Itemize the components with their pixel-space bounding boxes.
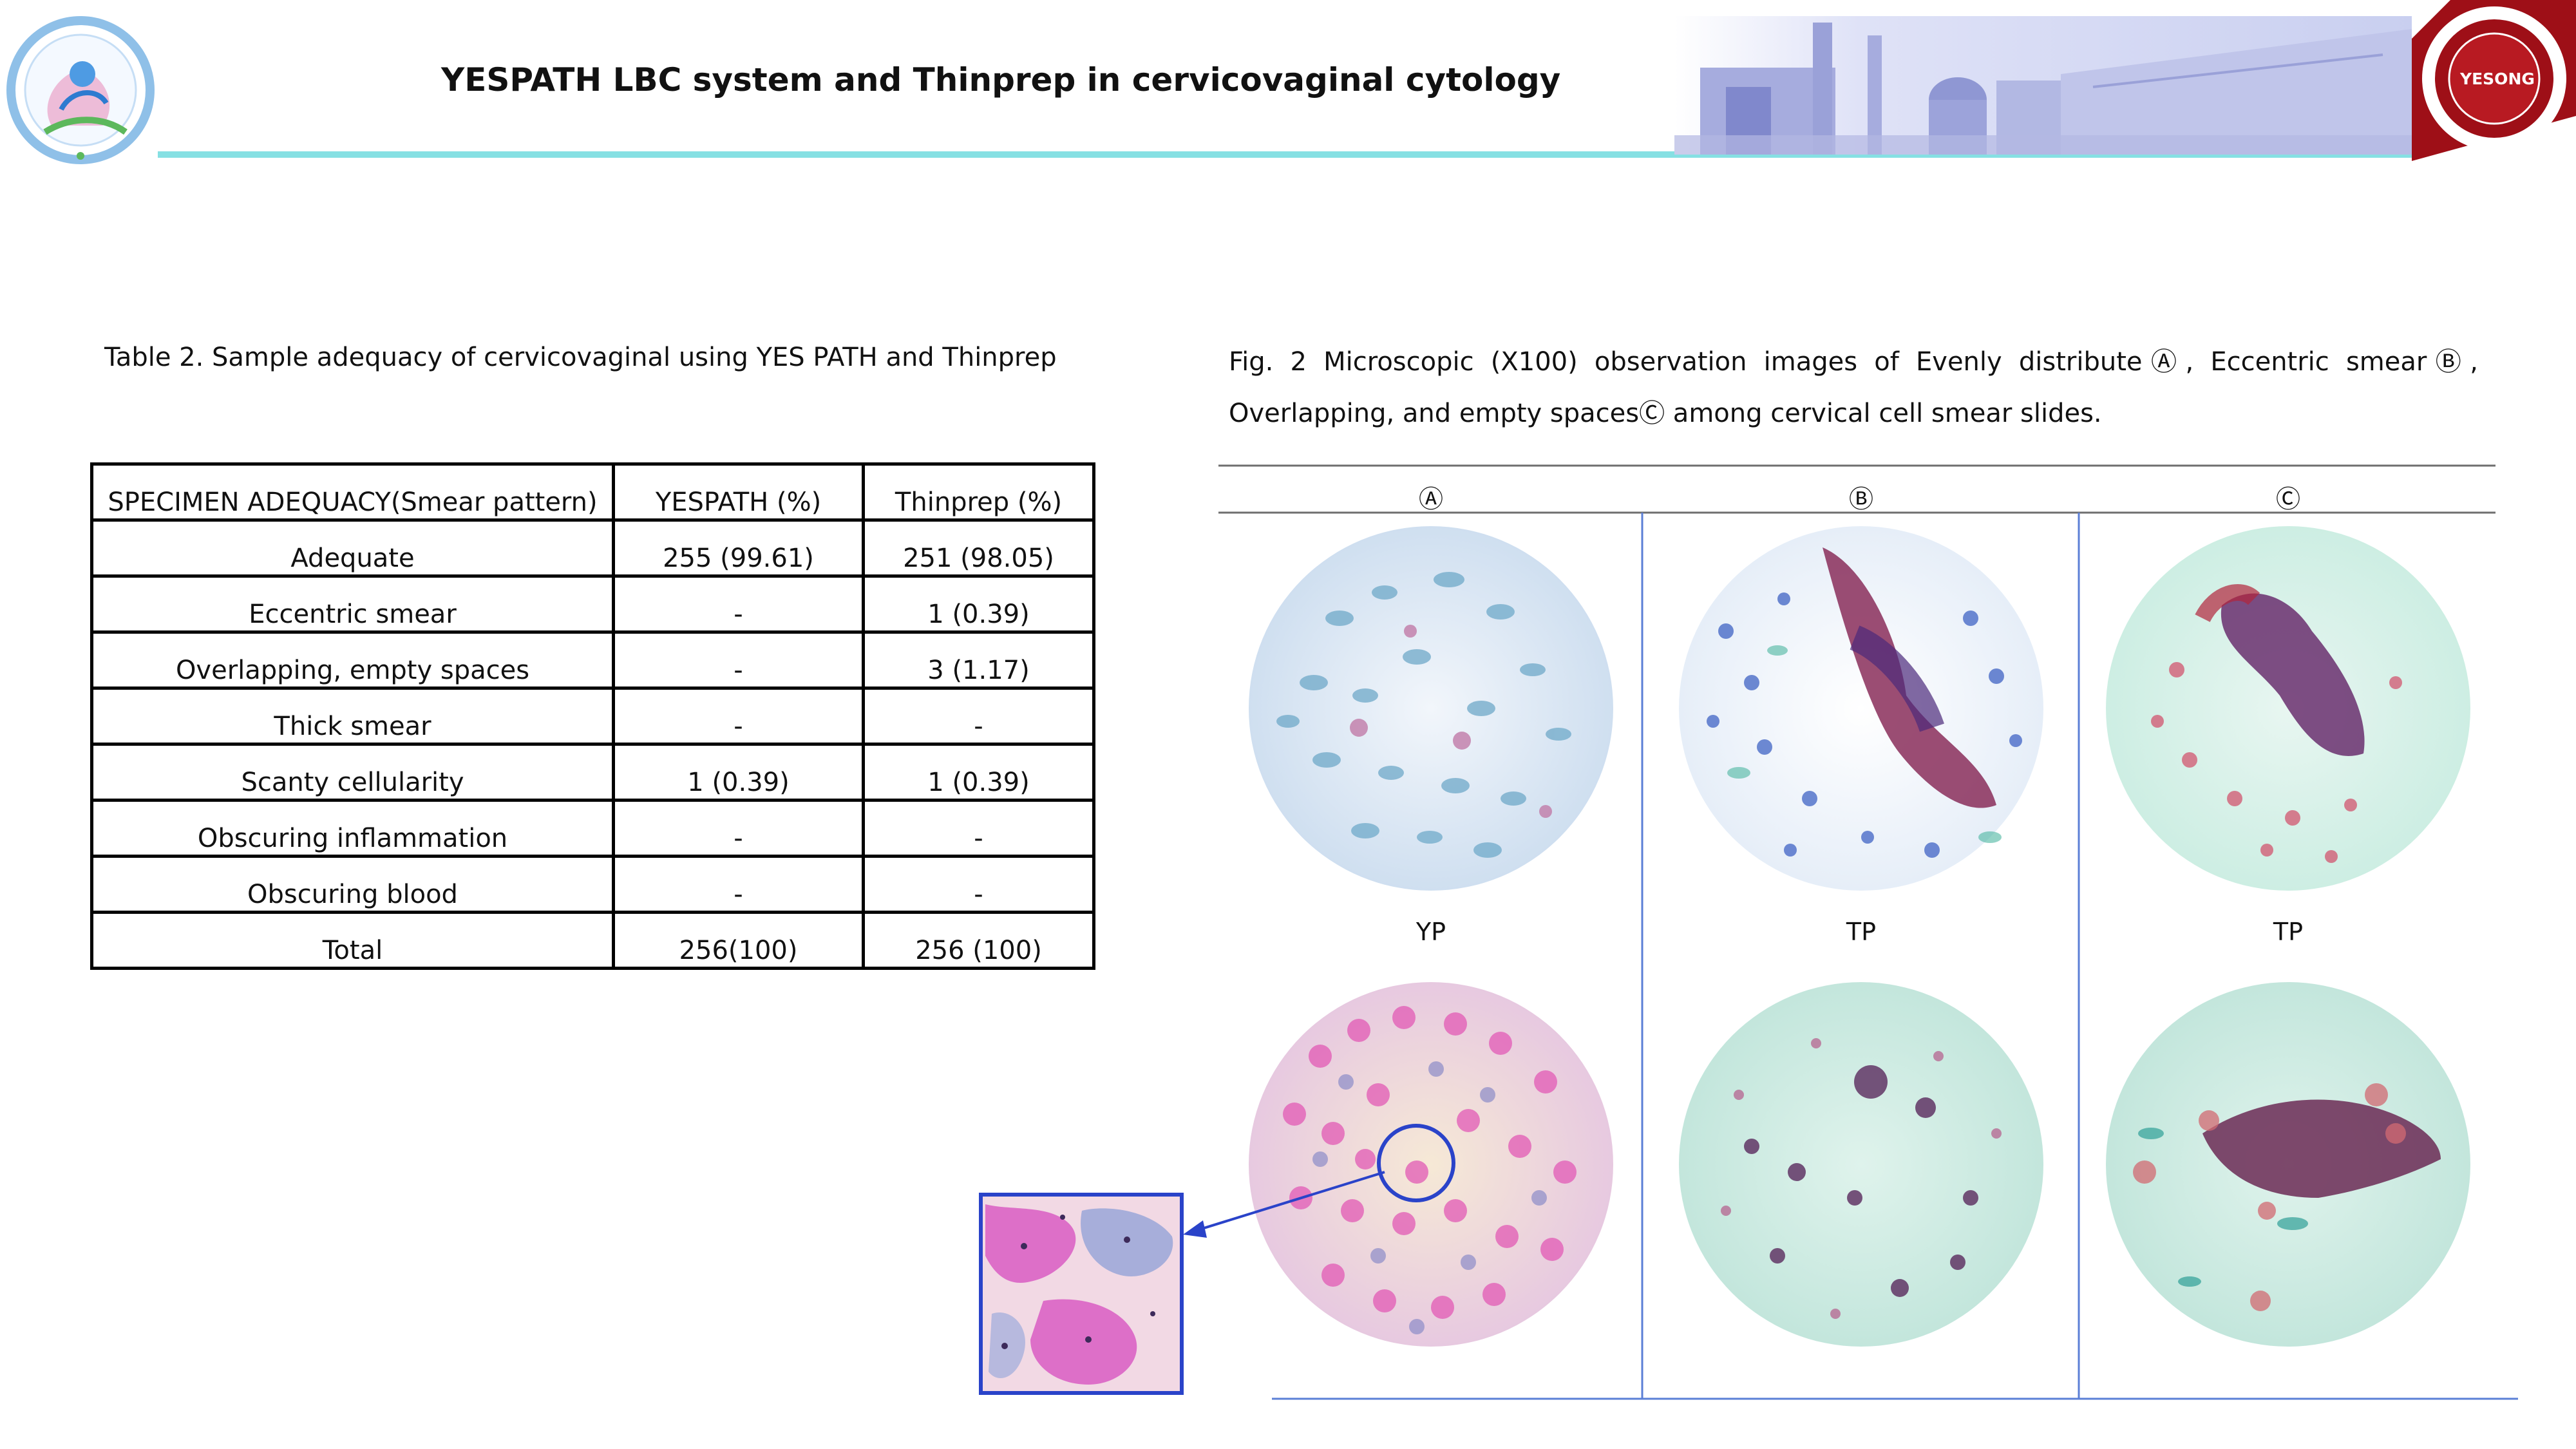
table-cell: 251 (98.05) — [862, 518, 1095, 578]
table-cell: - — [612, 574, 865, 634]
zoom-arrow — [1191, 1171, 1385, 1233]
table-cell: 256(100) — [612, 911, 865, 970]
table-cell: - — [612, 855, 865, 914]
table-row: Obscuring blood - - — [90, 855, 1095, 914]
table-cell: - — [612, 687, 865, 746]
column-header: SPECIMEN ADEQUACY(Smear pattern) — [90, 462, 615, 522]
image-label-tp: TP — [1846, 918, 1877, 946]
table-row: Total 256(100) 256 (100) — [90, 911, 1095, 970]
column-label-c: Ⓒ — [2275, 485, 2300, 513]
zoom-inset-image — [979, 1193, 1184, 1395]
column-header: YESPATH (%) — [612, 462, 865, 522]
image-label-tp: TP — [2273, 918, 2304, 946]
figure-caption: Fig. 2 Microscopic (X100) observation im… — [1229, 347, 2478, 428]
column-header: Thinprep (%) — [862, 462, 1095, 522]
yesong-logo — [2412, 0, 2576, 161]
micrograph-tp-bottom-right — [2106, 982, 2470, 1347]
table-cell: Overlapping, empty spaces — [90, 630, 615, 690]
column-label-a: Ⓐ — [1418, 485, 1443, 513]
table-cell: Scanty cellularity — [90, 743, 615, 802]
table-cell: 1 (0.39) — [862, 743, 1095, 802]
adequacy-table: SPECIMEN ADEQUACY(Smear pattern) YESPATH… — [90, 462, 1095, 970]
table-cell: 1 (0.39) — [862, 574, 1095, 634]
table-cell: - — [612, 799, 865, 858]
table-cell: - — [612, 630, 865, 690]
zoom-highlight-circle — [1377, 1124, 1455, 1202]
association-logo — [0, 13, 161, 167]
table-cell: Adequate — [90, 518, 615, 578]
column-label-b: Ⓑ — [1848, 485, 1873, 513]
architecture-banner-image — [1674, 16, 2412, 155]
table-row: Obscuring inflammation - - — [90, 799, 1095, 858]
micrograph-yp-evenly — [1249, 526, 1613, 891]
table-cell: 256 (100) — [862, 911, 1095, 970]
table-row: Adequate 255 (99.61) 251 (98.05) — [90, 518, 1095, 578]
table-row: Overlapping, empty spaces - 3 (1.17) — [90, 630, 1095, 690]
image-label-yp: YP — [1416, 918, 1446, 946]
micrograph-tp-bottom-left — [1679, 982, 2043, 1347]
page-title: YESPATH LBC system and Thinprep in cervi… — [441, 61, 1561, 99]
table-row: Thick smear - - — [90, 687, 1095, 746]
table-cell: Obscuring blood — [90, 855, 615, 914]
table-cell: - — [862, 855, 1095, 914]
table-cell: 1 (0.39) — [612, 743, 865, 802]
micrograph-tp-overlapping — [2106, 526, 2470, 891]
table-row: Eccentric smear - 1 (0.39) — [90, 574, 1095, 634]
micrograph-tp-eccentric — [1679, 526, 2043, 891]
zoom-arrow-head — [1183, 1220, 1207, 1238]
table-cell: Thick smear — [90, 687, 615, 746]
micrograph-yp-inflammation — [1249, 982, 1613, 1347]
header-accent-line — [158, 151, 2412, 158]
yesong-logo-text: YESONG — [2460, 70, 2535, 88]
table-cell: - — [862, 687, 1095, 746]
table-cell: Obscuring inflammation — [90, 799, 615, 858]
table-cell: - — [862, 799, 1095, 858]
table-cell: 255 (99.61) — [612, 518, 865, 578]
table-caption: Table 2. Sample adequacy of cervicovagin… — [104, 343, 1057, 372]
table-cell: Total — [90, 911, 615, 970]
table-header-row: SPECIMEN ADEQUACY(Smear pattern) YESPATH… — [90, 462, 1095, 522]
table-cell: 3 (1.17) — [862, 630, 1095, 690]
table-row: Scanty cellularity 1 (0.39) 1 (0.39) — [90, 743, 1095, 802]
table-cell: Eccentric smear — [90, 574, 615, 634]
